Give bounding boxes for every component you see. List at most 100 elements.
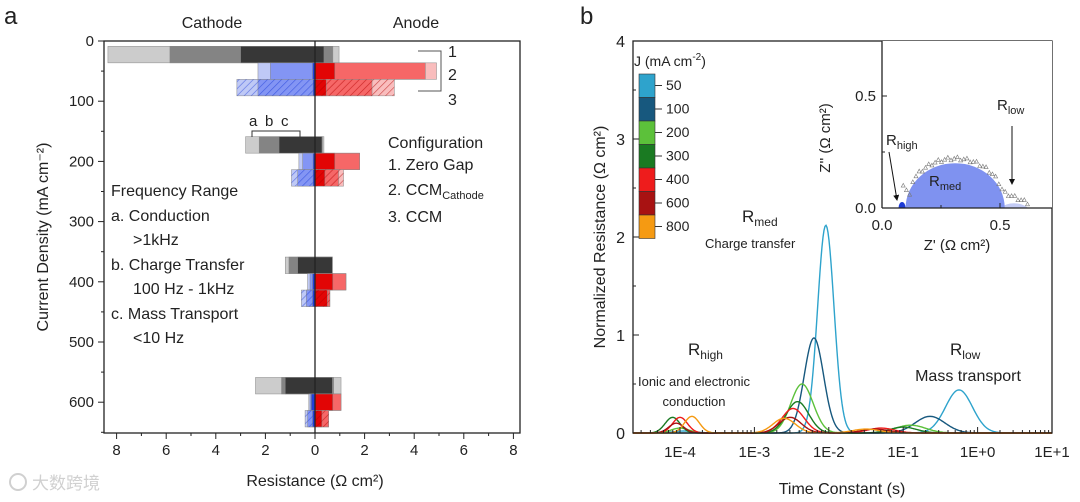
panel-a-ylabel: Current Density (mA cm⁻²) <box>35 143 52 332</box>
bar-hatch <box>315 79 373 96</box>
svg-text:Rmed: Rmed <box>742 207 778 229</box>
bar-hatch <box>297 169 315 187</box>
legend-swatch-400 <box>638 167 656 192</box>
x-tick-label: 1E+0 <box>960 444 995 461</box>
x-tick-label: 4 <box>212 442 220 459</box>
x-tick-label: 2 <box>261 442 269 459</box>
bar-anode-segment-c <box>314 256 333 274</box>
frequency-title: Frequency Range <box>111 183 238 200</box>
legend-label-400: 400 <box>666 171 690 187</box>
legend-swatch-800 <box>638 214 656 239</box>
panel-b-label: b <box>580 3 593 30</box>
legend-swatch-200 <box>638 120 656 145</box>
panel-b-ylabel: Normalized Resistance (Ω cm²) <box>592 126 609 349</box>
data-point-marker <box>1015 197 1021 203</box>
frequency-line: >1kHz <box>133 232 179 249</box>
config-item-2: 2. CCMCathode <box>388 182 484 202</box>
svg-text:conduction: conduction <box>663 394 726 409</box>
data-point-marker <box>1024 201 1030 207</box>
x-tick-label: 0 <box>311 442 319 459</box>
x-tick-label: 2 <box>360 442 368 459</box>
x-tick-label: 1E-2 <box>813 444 845 461</box>
data-point-marker <box>986 169 992 175</box>
svg-text:Rhigh: Rhigh <box>886 132 918 152</box>
inset-x-tick-label: 0.0 <box>872 217 893 234</box>
data-point-marker <box>935 157 941 162</box>
bar-cathode-segment-c <box>278 136 316 154</box>
x-tick-label: 6 <box>460 442 468 459</box>
x-tick-label: 1E+1 <box>1034 444 1069 461</box>
x-tick-label: 6 <box>162 442 170 459</box>
configuration-legend: Configuration 1. Zero Gap 2. CCMCathode … <box>388 135 484 226</box>
bar-hatch <box>315 410 322 427</box>
data-point-marker <box>1002 188 1008 194</box>
inset-ylabel: Z'' (Ω cm²) <box>817 103 834 172</box>
legend-swatch-600 <box>638 191 656 216</box>
y-tick-label: 400 <box>69 274 94 291</box>
data-point-marker <box>1012 193 1018 198</box>
abc-label-c: c <box>281 113 289 130</box>
data-point-marker <box>916 168 922 174</box>
annotation-rhigh: Rhigh Ionic and electronic conduction <box>638 340 751 409</box>
data-point-marker <box>996 181 1002 186</box>
frequency-line: c. Mass Transport <box>111 306 239 323</box>
nyquist-inset: 0.0 0.5 0.0 0.5 <box>855 41 1052 234</box>
data-point-marker <box>951 155 957 161</box>
legend-label-100: 100 <box>666 101 690 117</box>
bar-anode-segment-c <box>314 152 336 170</box>
data-point-marker <box>900 182 906 188</box>
config-item-1: 1. Zero Gap <box>388 157 473 174</box>
abc-bracket: a b c <box>249 113 301 137</box>
bar-anode-segment-c <box>314 377 333 395</box>
legend-title: J (mA cm-2) <box>634 52 706 69</box>
data-point-marker <box>932 159 938 165</box>
y-tick-label: 1 <box>616 328 625 345</box>
inset-y-tick-label: 0.5 <box>855 88 876 105</box>
legend-label-200: 200 <box>666 124 690 140</box>
cathode-label: Cathode <box>182 15 243 32</box>
bar-hatch <box>315 290 328 307</box>
data-point-marker <box>923 164 929 170</box>
data-point-marker <box>926 161 932 166</box>
bracket-label-1: 1 <box>448 44 457 61</box>
rhigh-region <box>898 202 906 208</box>
panel-a-plot: 8 6 4 2 0 2 4 6 8 0 100 200 300 400 500 600 <box>69 33 521 459</box>
bar-hatch <box>307 410 315 427</box>
svg-text:Mass transport: Mass transport <box>915 368 1021 385</box>
y-tick-label: 0 <box>616 426 625 443</box>
watermark-logo-icon <box>9 473 27 491</box>
data-point-marker <box>989 171 995 177</box>
x-tick-label: 4 <box>410 442 418 459</box>
y-tick-label: 300 <box>69 214 94 231</box>
y-tick-label: 100 <box>69 93 94 110</box>
frequency-line: b. Charge Transfer <box>111 257 245 274</box>
data-point-marker <box>958 157 964 163</box>
bar-hatch <box>315 79 327 96</box>
data-point-marker <box>1005 193 1011 198</box>
bar-hatch <box>313 169 315 187</box>
svg-text:Ionic and electronic: Ionic and electronic <box>638 374 751 389</box>
configuration-title: Configuration <box>388 135 483 152</box>
y-tick-label: 200 <box>69 153 94 170</box>
watermark: 大数跨境 <box>9 473 100 493</box>
bar-hatch <box>257 79 315 96</box>
bar-cathode-segment-c <box>284 377 316 395</box>
data-point-marker <box>974 158 980 164</box>
bar-anode-segment-c <box>314 136 323 154</box>
bar-anode-segment-c <box>314 62 336 80</box>
data-point-marker <box>970 158 976 164</box>
rmed-region <box>905 163 1005 208</box>
bar-cathode-segment-c <box>297 256 316 274</box>
x-tick-label: 8 <box>509 442 517 459</box>
data-point-marker <box>977 163 983 168</box>
legend-label-800: 800 <box>666 218 690 234</box>
legend-label-300: 300 <box>666 148 690 164</box>
svg-text:大数跨境: 大数跨境 <box>32 474 100 493</box>
data-point-marker <box>938 159 944 164</box>
x-tick-label: 8 <box>112 442 120 459</box>
bar-hatch <box>312 410 315 427</box>
data-point-marker <box>1018 197 1024 202</box>
data-point-marker <box>983 164 989 169</box>
bar-hatch <box>313 79 315 96</box>
